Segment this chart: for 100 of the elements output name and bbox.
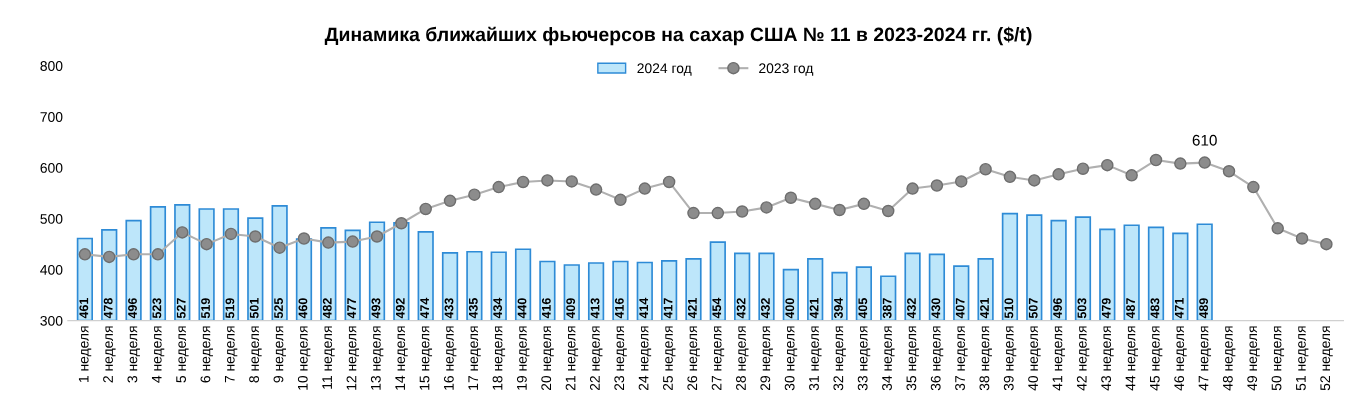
y-tick-label: 800: [40, 61, 63, 71]
x-tick-label: 36 неделя: [930, 326, 944, 391]
data-label: 432: [736, 298, 746, 319]
x-tick-label: 48 неделя: [1222, 326, 1236, 391]
data-label: 454: [712, 297, 722, 319]
x-tick-label: 38 неделя: [979, 326, 992, 391]
x-tick-label: 27 неделя: [711, 326, 725, 391]
x-tick-label: 7 неделя: [224, 326, 238, 383]
point: [151, 248, 165, 261]
point: [1076, 162, 1090, 175]
data-label: 413: [590, 298, 600, 319]
legend-label: 2023 год: [759, 63, 814, 76]
legend-label: 2024 год: [637, 63, 692, 76]
x-tick-label: 37 неделя: [955, 326, 968, 391]
x-tick-label: 1 неделя: [78, 326, 92, 383]
x-tick-label: 28 неделя: [736, 326, 749, 391]
point: [954, 175, 968, 188]
x-tick-label: 25 неделя: [663, 326, 676, 391]
data-label: 507: [1028, 298, 1038, 319]
data-label: 387: [882, 298, 892, 319]
x-tick-label: 45 неделя: [1150, 326, 1163, 391]
data-label: 493: [371, 298, 381, 319]
point: [395, 216, 408, 230]
point: [881, 204, 895, 218]
x-tick-label: 22 неделя: [589, 326, 603, 391]
x-tick-label: 41 неделя: [1052, 326, 1065, 391]
x-tick-label: 31 неделя: [809, 326, 822, 391]
data-label: 479: [1101, 298, 1111, 319]
point: [589, 183, 603, 196]
x-tick-label: 30 неделя: [784, 326, 798, 391]
x-tick-label: 16 неделя: [443, 326, 457, 390]
data-label: 394: [834, 297, 843, 319]
data-label: 519: [225, 298, 235, 319]
point: [273, 241, 286, 254]
data-label: 523: [152, 298, 162, 319]
x-tick-label: 49 неделя: [1247, 326, 1260, 391]
x-tick-label: 9 неделя: [273, 326, 286, 383]
data-label: 430: [931, 298, 941, 319]
point: [711, 206, 725, 220]
point: [1198, 156, 1211, 169]
point: [492, 180, 505, 194]
x-tick-label: 40 неделя: [1028, 326, 1041, 391]
x-tick-label: 18 неделя: [492, 326, 506, 390]
data-label: 610: [1192, 134, 1217, 146]
data-label: 503: [1077, 298, 1087, 319]
data-label: 525: [274, 298, 283, 319]
data-label: 471: [1174, 298, 1184, 319]
point: [906, 182, 919, 195]
x-tick-label: 21 неделя: [565, 326, 579, 391]
data-label: 496: [128, 298, 137, 319]
x-tick-label: 5 неделя: [176, 326, 189, 383]
data-label: 501: [249, 298, 259, 319]
data-label: 434: [493, 297, 503, 319]
point: [200, 237, 213, 251]
data-label: 432: [761, 298, 770, 319]
point: [979, 162, 992, 176]
point: [1295, 232, 1309, 245]
point: [565, 175, 579, 188]
data-label: 510: [1004, 298, 1014, 319]
x-tick-label: 42 неделя: [1076, 326, 1090, 391]
data-label: 496: [1053, 298, 1062, 319]
data-label: 487: [1126, 298, 1135, 319]
y-tick-label: 300: [40, 315, 63, 326]
data-label: 527: [176, 298, 186, 319]
point: [297, 232, 311, 245]
data-label: 432: [907, 298, 916, 319]
data-label: 461: [79, 298, 89, 319]
point: [808, 197, 822, 211]
x-tick-label: 3 неделя: [127, 326, 140, 383]
x-tick-label: 29 неделя: [760, 326, 773, 391]
y-tick-label: 400: [40, 264, 63, 275]
x-tick-label: 19 неделя: [516, 326, 530, 390]
data-label: 489: [1199, 298, 1209, 319]
x-tick-label: 32 неделя: [833, 326, 846, 391]
x-tick-label: 52 неделя: [1320, 326, 1333, 391]
point: [102, 250, 116, 264]
point: [687, 206, 700, 220]
point: [370, 230, 384, 243]
data-label: 519: [201, 298, 210, 319]
point: [541, 174, 554, 187]
x-tick-label: 44 неделя: [1125, 326, 1138, 391]
x-tick-label: 39 неделя: [1003, 326, 1017, 391]
y-tick-label: 500: [40, 213, 63, 224]
x-tick-label: 35 неделя: [906, 326, 919, 391]
data-label: 482: [322, 298, 332, 319]
x-tick-label: 2 неделя: [103, 326, 116, 383]
data-label: 414: [639, 297, 649, 319]
x-tick-label: 23 неделя: [614, 326, 627, 391]
data-label: 492: [395, 298, 405, 319]
y-tick-label: 600: [40, 163, 63, 173]
point: [1149, 153, 1163, 167]
data-label: 421: [980, 298, 989, 319]
point: [224, 227, 238, 241]
x-tick-label: 51 неделя: [1296, 326, 1309, 391]
data-label: 416: [614, 298, 624, 319]
point: [662, 175, 676, 189]
point: [735, 205, 749, 218]
point: [516, 175, 530, 189]
data-label: 400: [785, 298, 795, 319]
x-tick-label: 47 неделя: [1198, 326, 1212, 391]
